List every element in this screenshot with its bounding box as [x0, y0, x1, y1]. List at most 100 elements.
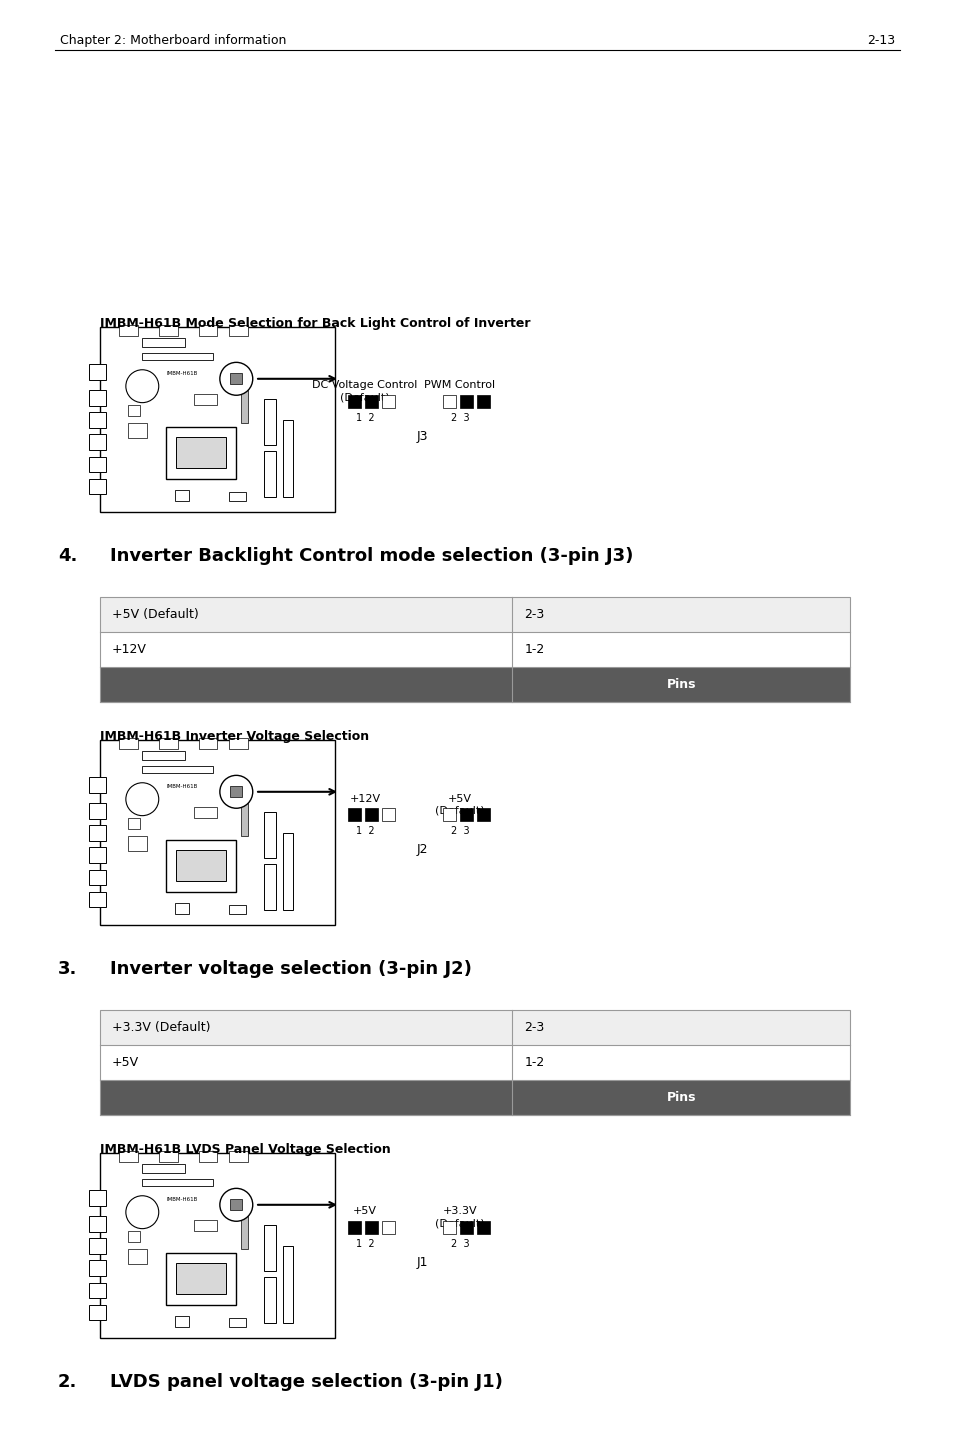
- Bar: [381, 808, 395, 821]
- Bar: [166, 1252, 236, 1304]
- Text: +3.3V
(Default): +3.3V (Default): [435, 1206, 484, 1228]
- Bar: [283, 420, 293, 498]
- Bar: [365, 808, 377, 821]
- Bar: [89, 1283, 106, 1299]
- Bar: [89, 802, 106, 818]
- Bar: [193, 807, 217, 818]
- Bar: [176, 1264, 226, 1294]
- Bar: [283, 1245, 293, 1323]
- Text: 3.: 3.: [58, 961, 77, 978]
- Bar: [89, 847, 106, 863]
- Bar: [229, 905, 246, 915]
- Bar: [176, 437, 226, 469]
- Text: Chapter 2: Motherboard information: Chapter 2: Motherboard information: [60, 35, 286, 47]
- Text: Inverter Backlight Control mode selection (3-pin J3): Inverter Backlight Control mode selectio…: [110, 546, 633, 565]
- Bar: [264, 1225, 276, 1271]
- Bar: [128, 404, 140, 416]
- Bar: [158, 738, 177, 749]
- Text: 2-3: 2-3: [524, 608, 544, 621]
- Bar: [119, 738, 137, 749]
- Bar: [264, 864, 276, 910]
- Bar: [142, 1179, 213, 1186]
- Text: 2-3: 2-3: [524, 1021, 544, 1034]
- Text: J1: J1: [416, 1255, 428, 1268]
- Bar: [476, 394, 490, 407]
- Text: IMBM-H61B Inverter Voltage Selection: IMBM-H61B Inverter Voltage Selection: [100, 731, 369, 743]
- Circle shape: [126, 782, 158, 815]
- Bar: [89, 390, 106, 406]
- Bar: [198, 1152, 217, 1162]
- Bar: [229, 492, 246, 500]
- Bar: [89, 364, 106, 380]
- Text: IMBM-H61B Mode Selection for Back Light Control of Inverter: IMBM-H61B Mode Selection for Back Light …: [100, 316, 530, 329]
- Bar: [476, 808, 490, 821]
- Bar: [100, 1009, 849, 1045]
- Bar: [229, 1317, 246, 1327]
- Bar: [100, 597, 849, 631]
- Bar: [166, 427, 236, 479]
- Bar: [142, 766, 213, 774]
- Circle shape: [126, 1196, 158, 1228]
- Bar: [264, 400, 276, 446]
- Bar: [142, 1165, 185, 1173]
- Text: DC Voltage Control
(Default): DC Voltage Control (Default): [312, 381, 417, 403]
- Text: 1  2: 1 2: [355, 413, 374, 423]
- Bar: [100, 667, 849, 702]
- Bar: [89, 434, 106, 450]
- Text: +12V: +12V: [112, 643, 147, 656]
- Bar: [128, 1231, 140, 1242]
- Bar: [89, 825, 106, 841]
- Bar: [175, 903, 189, 915]
- Text: Pins: Pins: [666, 1091, 696, 1104]
- Bar: [264, 1277, 276, 1323]
- Bar: [128, 1250, 147, 1264]
- Text: +3.3V (Default): +3.3V (Default): [112, 1021, 211, 1034]
- Text: J2: J2: [416, 843, 428, 856]
- Text: 2  3: 2 3: [450, 1240, 469, 1250]
- Text: IMBM-H61B: IMBM-H61B: [167, 784, 197, 789]
- Bar: [442, 1221, 456, 1234]
- Bar: [176, 850, 226, 881]
- Bar: [283, 833, 293, 910]
- Bar: [241, 1217, 248, 1250]
- Bar: [89, 1217, 106, 1231]
- Circle shape: [219, 362, 253, 395]
- Text: +5V: +5V: [353, 1206, 376, 1217]
- Text: 2  3: 2 3: [450, 413, 469, 423]
- Circle shape: [219, 775, 253, 808]
- Bar: [241, 802, 248, 837]
- Bar: [231, 374, 242, 384]
- Bar: [100, 326, 335, 512]
- Text: +12V: +12V: [349, 794, 380, 804]
- Bar: [89, 777, 106, 792]
- Text: 2-13: 2-13: [866, 35, 894, 47]
- Bar: [89, 479, 106, 495]
- Bar: [119, 325, 137, 336]
- Bar: [89, 413, 106, 429]
- Bar: [198, 738, 217, 749]
- Bar: [128, 818, 140, 828]
- Bar: [175, 490, 189, 500]
- Bar: [142, 352, 213, 361]
- Text: +5V
(Default): +5V (Default): [435, 794, 484, 815]
- Bar: [100, 1080, 849, 1114]
- Bar: [89, 456, 106, 472]
- Bar: [264, 452, 276, 498]
- Bar: [89, 1191, 106, 1205]
- Bar: [198, 325, 217, 336]
- Bar: [175, 1316, 189, 1327]
- Text: Pins: Pins: [666, 677, 696, 692]
- Text: 1  2: 1 2: [355, 825, 374, 835]
- Text: PWM Control: PWM Control: [424, 381, 495, 391]
- Text: 2.: 2.: [58, 1373, 77, 1391]
- Bar: [128, 423, 147, 439]
- Text: IMBM-H61B: IMBM-H61B: [167, 1196, 197, 1202]
- Circle shape: [126, 370, 158, 403]
- Text: J3: J3: [416, 430, 428, 443]
- Bar: [264, 812, 276, 858]
- Bar: [241, 390, 248, 423]
- Bar: [100, 741, 335, 925]
- Circle shape: [219, 1188, 253, 1221]
- Bar: [442, 808, 456, 821]
- Bar: [231, 1199, 242, 1211]
